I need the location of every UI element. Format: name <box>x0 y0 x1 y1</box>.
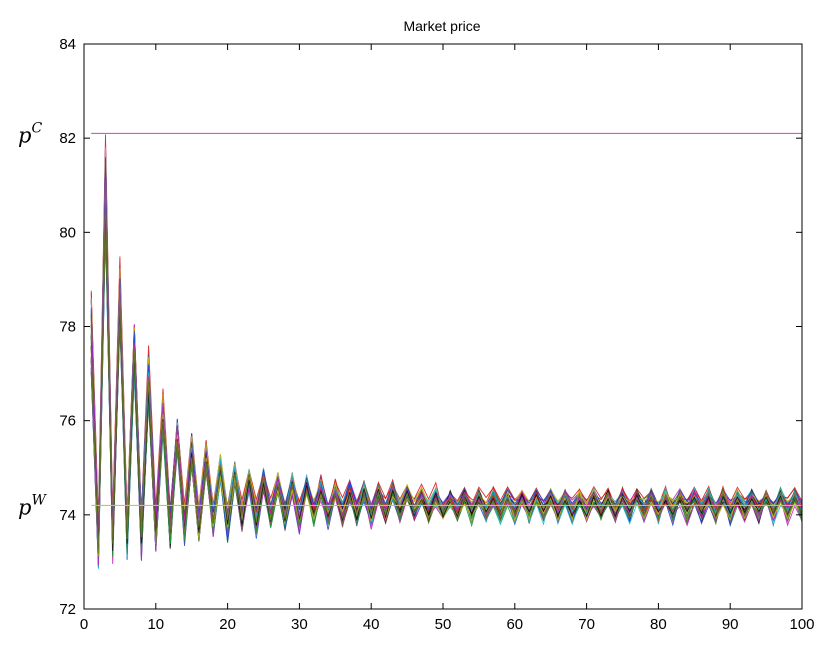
reference-lines <box>91 132 802 507</box>
y-tick-label: 82 <box>59 130 76 147</box>
y-tick-label: 72 <box>59 601 76 618</box>
reference-labels: pC pW <box>18 120 47 519</box>
plot-area-frame <box>83 43 803 610</box>
chart-title: Market price <box>403 18 480 34</box>
x-tick-label: 90 <box>722 616 739 633</box>
x-tick-label: 20 <box>219 616 236 633</box>
x-tick-label: 100 <box>789 616 814 633</box>
x-tick-label: 0 <box>80 616 88 633</box>
y-tick-label: 76 <box>59 413 76 430</box>
y-tick-label: 80 <box>59 224 76 241</box>
x-tick-label: 30 <box>291 616 308 633</box>
x-axis-ticks: 0 10 20 30 40 50 60 70 80 90 100 <box>80 44 815 633</box>
y-axis-ticks: 72 74 76 78 80 82 84 <box>59 36 802 618</box>
x-tick-label: 80 <box>650 616 667 633</box>
x-tick-label: 50 <box>435 616 452 633</box>
y-tick-label: 84 <box>59 36 76 53</box>
x-tick-label: 40 <box>363 616 380 633</box>
reference-label-1: pW <box>18 492 47 519</box>
y-tick-label: 78 <box>59 319 76 336</box>
x-tick-label: 10 <box>147 616 164 633</box>
y-tick-label: 74 <box>59 507 76 524</box>
x-tick-label: 60 <box>506 616 523 633</box>
reference-label-0: pC <box>18 120 42 147</box>
x-tick-label: 70 <box>578 616 595 633</box>
